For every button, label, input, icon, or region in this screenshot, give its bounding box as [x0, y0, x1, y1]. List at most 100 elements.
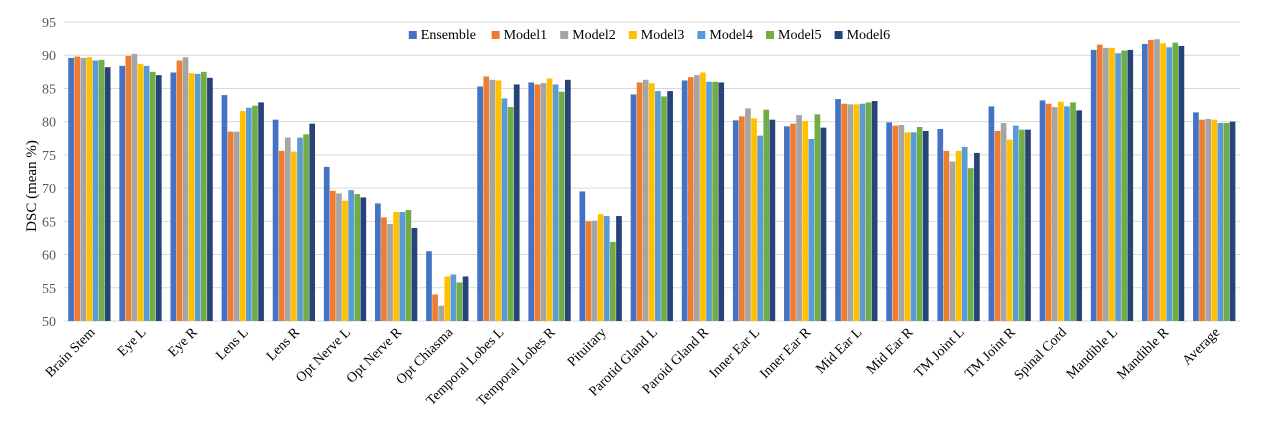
bar-model4-1 [143, 65, 150, 321]
bar-model6-19 [1076, 110, 1082, 322]
bar-model5-3 [252, 105, 258, 321]
y-tick-label: 55 [42, 282, 56, 297]
bar-model4-7 [450, 274, 457, 321]
bar-model3-7 [444, 276, 451, 321]
bar-model2-21 [1154, 39, 1160, 321]
bar-model3-3 [239, 111, 246, 321]
bar-model1-7 [432, 294, 438, 321]
bar-model1-11 [636, 82, 643, 322]
legend-swatch-ensemble [408, 31, 417, 39]
y-tick-label: 95 [42, 16, 56, 31]
bar-model6-5 [360, 197, 367, 321]
bar-model3-5 [342, 200, 348, 321]
bar-model5-12 [712, 81, 718, 321]
bar-model6-1 [155, 75, 162, 321]
bar-model6-11 [667, 91, 673, 321]
bar-model5-7 [456, 282, 463, 321]
bar-model3-13 [751, 118, 757, 321]
bar-model5-14 [814, 114, 821, 321]
category-label: TM Joint L [912, 325, 968, 381]
bar-model4-0 [92, 60, 99, 321]
category-label: Mid Ear R [864, 325, 917, 378]
bar-model4-6 [399, 212, 406, 321]
bar-model2-22 [1205, 119, 1211, 321]
bar-model2-9 [540, 83, 547, 321]
bar-model4-19 [1064, 106, 1070, 321]
bar-model3-19 [1057, 101, 1064, 321]
bar-model5-19 [1070, 102, 1076, 322]
bar-model2-20 [1103, 47, 1109, 321]
category-label: Mandible L [1064, 325, 1121, 382]
legend-label: Model6 [847, 28, 891, 43]
category-label: Inner Ear R [757, 325, 814, 382]
legend: Ensemble Model1 Model2 Model3 Model4 Model5 Mo… [408, 28, 891, 43]
bar-model1-6 [381, 217, 387, 321]
bar-model1-22 [1199, 119, 1205, 321]
bar-model2-12 [693, 75, 700, 321]
bar-model3-9 [546, 78, 553, 321]
bar-model4-18 [1012, 125, 1019, 322]
bar-model1-4 [278, 150, 285, 321]
bar-model6-2 [207, 77, 213, 321]
bar-model1-10 [585, 221, 592, 321]
bar-ensemble-13 [732, 120, 739, 321]
bar-ensemble-6 [375, 203, 381, 321]
bar-model1-3 [227, 131, 234, 321]
bar-model1-13 [739, 116, 745, 321]
bar-model4-5 [348, 190, 354, 321]
bar-model5-2 [200, 71, 207, 321]
bar-model5-4 [303, 134, 309, 321]
category-label: Brain Stem [43, 325, 99, 381]
bar-ensemble-9 [528, 82, 535, 322]
bar-ensemble-17 [937, 128, 944, 321]
bar-model1-1 [125, 55, 132, 321]
bar-model2-11 [642, 79, 649, 321]
bar-model4-21 [1166, 47, 1173, 321]
bar-model5-15 [865, 102, 872, 322]
bar-model2-2 [182, 57, 189, 321]
bar-model5-13 [763, 109, 770, 322]
y-tick-label: 75 [42, 149, 56, 164]
bar-ensemble-5 [323, 166, 330, 321]
legend-label: Model5 [778, 28, 822, 43]
bar-model6-0 [104, 67, 111, 322]
bar-model3-12 [700, 72, 706, 321]
bar-model3-4 [291, 151, 297, 321]
legend-label: Ensemble [421, 28, 476, 43]
bar-model3-6 [393, 212, 399, 321]
bar-ensemble-12 [681, 80, 688, 321]
legend-label: Model4 [709, 28, 753, 43]
bar-model5-22 [1223, 123, 1230, 321]
bar-model6-14 [820, 127, 827, 322]
bar-model6-6 [411, 227, 418, 321]
bar-ensemble-11 [630, 94, 637, 321]
bar-model5-9 [558, 91, 565, 322]
y-axis-title: DSC (mean %) [24, 140, 40, 232]
bar-ensemble-8 [477, 86, 483, 321]
bar-ensemble-14 [784, 126, 790, 321]
bar-ensemble-4 [272, 119, 279, 321]
legend-swatch-model2 [560, 31, 569, 39]
category-label: Lens R [264, 325, 303, 364]
bar-model4-14 [808, 138, 815, 321]
bar-model6-22 [1229, 121, 1236, 321]
bar-ensemble-1 [119, 65, 126, 321]
bar-model4-13 [757, 135, 764, 321]
y-tick-labels: 50 55 60 65 70 75 80 85 90 95 [42, 16, 56, 330]
category-label: Eye R [166, 325, 202, 361]
bar-model2-17 [949, 161, 956, 321]
legend-label: Model2 [572, 28, 616, 43]
bar-model3-21 [1160, 43, 1166, 321]
bar-ensemble-16 [886, 122, 892, 321]
bar-model4-22 [1217, 123, 1224, 321]
legend-swatch-model3 [628, 31, 637, 39]
bar-model2-0 [80, 57, 87, 321]
bar-model3-16 [904, 132, 911, 321]
bar-model5-20 [1121, 50, 1128, 321]
legend-swatch-model6 [834, 31, 843, 39]
bar-model6-4 [309, 123, 316, 321]
bar-model6-20 [1127, 49, 1134, 321]
bar-model2-5 [336, 193, 342, 321]
